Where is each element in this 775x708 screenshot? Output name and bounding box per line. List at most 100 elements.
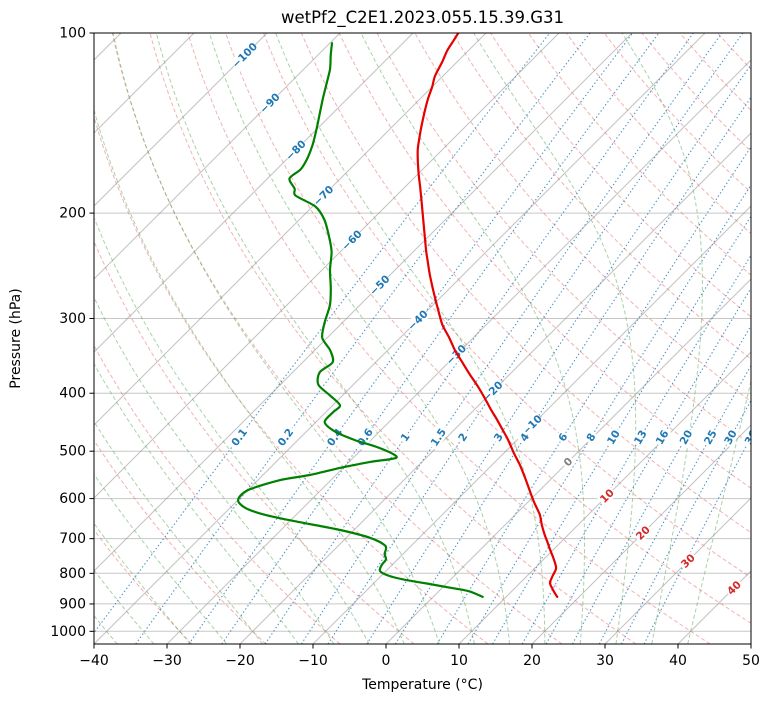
moist-adiabat-line (94, 362, 299, 644)
mixing-ratio-label: 20 (676, 426, 696, 448)
moist-adiabat-line (112, 33, 440, 644)
mixing-ratio-label-bg (426, 424, 450, 451)
mixing-ratio-line (598, 364, 751, 644)
isotherm-line (458, 351, 751, 644)
moist-adiabat-line (94, 108, 405, 644)
mixing-ratio-label: 2 (454, 429, 471, 446)
mixing-ratio-label-bg (454, 429, 471, 446)
moist-adiabat-line (208, 33, 510, 644)
mixing-ratio-label-bg (516, 429, 533, 446)
dry-adiabat-line (94, 439, 267, 644)
isotherm-label: 0 (560, 453, 577, 470)
dry-adiabat-line (679, 33, 751, 111)
moist-adiabat-line (621, 33, 703, 644)
moist-adiabat-line (94, 296, 335, 644)
mixing-ratio-label-bg (273, 424, 298, 451)
dry-adiabat-line (149, 33, 637, 644)
x-tick-label: 50 (742, 653, 760, 669)
mixing-ratio-label: 4 (516, 429, 533, 446)
mixing-ratio-label: 13 (630, 426, 650, 448)
isotherm-line (239, 132, 751, 644)
chart-title: wetPf2_C2E1.2023.055.15.39.G31 (281, 8, 564, 28)
dry-adiabat-line (717, 33, 751, 70)
y-tick-label: 1000 (50, 624, 86, 640)
isotherm-label-bg (723, 577, 745, 599)
y-tick-label: 500 (59, 444, 86, 460)
y-tick-label: 100 (59, 26, 86, 42)
x-tick-label: −30 (152, 653, 182, 669)
mixing-ratio-label: 16 (652, 426, 672, 448)
mixing-ratio-label-text: 30 (722, 428, 740, 447)
dry-adiabat-line (414, 33, 751, 403)
isotherm-label-bg (283, 137, 309, 163)
dry-adiabat-line (376, 33, 751, 446)
mixing-ratio-line (436, 146, 751, 644)
mixing-ratio-label-text: 25 (702, 428, 720, 447)
dry-adiabat-line (111, 33, 563, 644)
x-tick-label: −10 (298, 653, 328, 669)
dry-adiabat-line (527, 33, 751, 276)
isotherm-label-bg (560, 453, 577, 470)
mixing-ratio-label: 0.4 (323, 424, 347, 451)
dry-adiabat-line (94, 115, 489, 644)
dry-adiabat-line (603, 33, 751, 194)
isotherm-line (94, 33, 633, 572)
x-axis-label: Temperature (°C) (361, 677, 483, 693)
mixing-ratio-label-bg (741, 426, 751, 448)
isotherm-label-bg (310, 183, 336, 209)
dry-adiabat-line (641, 33, 751, 152)
isotherm-label-bg (596, 485, 618, 507)
moist-adiabat-line (360, 33, 585, 644)
isotherm-line (312, 205, 751, 644)
dry-adiabat-line (263, 33, 751, 579)
mixing-ratio-label: 10 (603, 426, 624, 448)
moist-adiabat-line (94, 473, 227, 644)
temperature-profile-line (416, 33, 559, 598)
mixing-ratio-label: 0.1 (227, 424, 252, 451)
isotherm-label-bg (339, 227, 365, 253)
plot-area: −100−90−80−70−60−50−40−30−20−10010203040… (94, 33, 761, 644)
dry-adiabat-line (94, 344, 341, 644)
mixing-ratio-label-text: 10 (605, 428, 623, 447)
plot-layers: −100−90−80−70−60−50−40−30−20−10010203040… (50, 26, 761, 670)
mixing-ratio-label-bg (652, 426, 672, 448)
dry-adiabat-line (452, 33, 751, 360)
isotherm-line (531, 424, 751, 644)
mixing-ratio-line (394, 96, 751, 644)
mixing-ratio-label-bg (555, 429, 571, 445)
moist-adiabat-line (155, 33, 475, 644)
mixing-ratio-label-text: 16 (654, 428, 672, 447)
isotherm-line (94, 33, 414, 353)
mixing-ratio-line (300, 33, 723, 644)
mixing-ratio-label-text: 36 (743, 428, 761, 447)
y-tick-label: 600 (59, 491, 86, 507)
mixing-ratio-line (188, 33, 634, 644)
isotherm-line (677, 570, 751, 644)
mixing-ratio-line (492, 215, 751, 644)
mixing-ratio-line (221, 33, 660, 644)
moist-adiabat-line (94, 420, 263, 644)
mixing-ratio-label-bg (227, 424, 252, 451)
mixing-ratio-label-bg (603, 426, 624, 448)
dry-adiabat-line (300, 33, 751, 534)
dry-adiabat-line (338, 33, 751, 489)
y-tick-label: 200 (59, 206, 86, 222)
mixing-ratio-label: 30 (721, 426, 740, 448)
mixing-ratio-label-bg (490, 429, 507, 446)
isotherm-label-bg (443, 342, 469, 368)
dry-adiabat-lines (94, 33, 751, 644)
mixing-ratio-line (327, 33, 744, 644)
dewpoint-profile-line (237, 42, 484, 598)
x-tick-label: 30 (596, 653, 614, 669)
x-tick-label: 20 (523, 653, 541, 669)
isotherm-line (750, 643, 751, 644)
mixing-ratio-label-text: 20 (678, 428, 696, 447)
dry-adiabat-line (94, 240, 415, 644)
moist-adiabat-lines (94, 33, 751, 644)
dry-adiabat-line (187, 33, 711, 644)
inline-labels: −100−90−80−70−60−50−40−30−20−10010203040… (227, 40, 761, 599)
mixing-ratio-label-bg (701, 426, 720, 448)
mixing-ratio-line (467, 184, 751, 644)
